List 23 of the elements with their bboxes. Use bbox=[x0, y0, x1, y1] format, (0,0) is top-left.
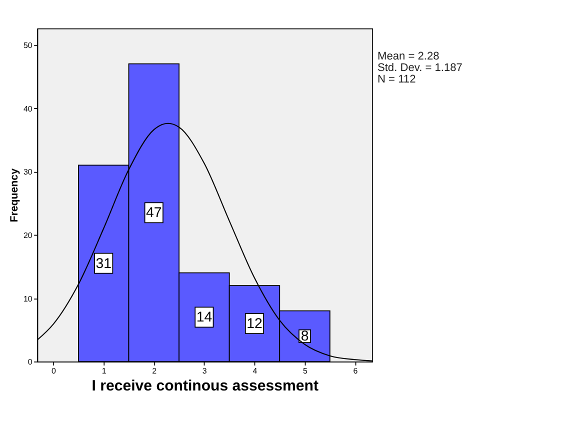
x-tick-label: 4 bbox=[252, 366, 258, 376]
data-label: 31 bbox=[96, 256, 112, 272]
text: N = 112 bbox=[377, 73, 416, 86]
text: Mean = 2.28 bbox=[377, 50, 440, 62]
x-tick-label: 1 bbox=[102, 366, 107, 376]
y-tick-label: 30 bbox=[23, 168, 33, 177]
y-tick-label: 50 bbox=[23, 40, 33, 50]
x-tick-label: 0 bbox=[52, 366, 57, 376]
x-tick-label: 6 bbox=[353, 366, 358, 376]
y-axis-title: Frequency bbox=[8, 168, 20, 222]
data-label: 47 bbox=[146, 205, 162, 222]
y-tick-label: 20 bbox=[23, 230, 33, 240]
data-label: 14 bbox=[196, 310, 212, 326]
y-tick-label: 0 bbox=[28, 358, 33, 367]
text: Std. Dev. = 1.187 bbox=[377, 62, 462, 74]
data-label: 12 bbox=[246, 316, 262, 332]
y-tick-label: 40 bbox=[23, 104, 33, 114]
x-tick-label: 5 bbox=[303, 366, 308, 376]
x-tick-label: 3 bbox=[202, 366, 208, 376]
x-tick-label: 2 bbox=[152, 366, 158, 376]
x-axis-title: I receive continous assessment bbox=[92, 377, 318, 394]
data-label: 8 bbox=[300, 328, 309, 345]
y-tick-label: 10 bbox=[23, 294, 33, 304]
